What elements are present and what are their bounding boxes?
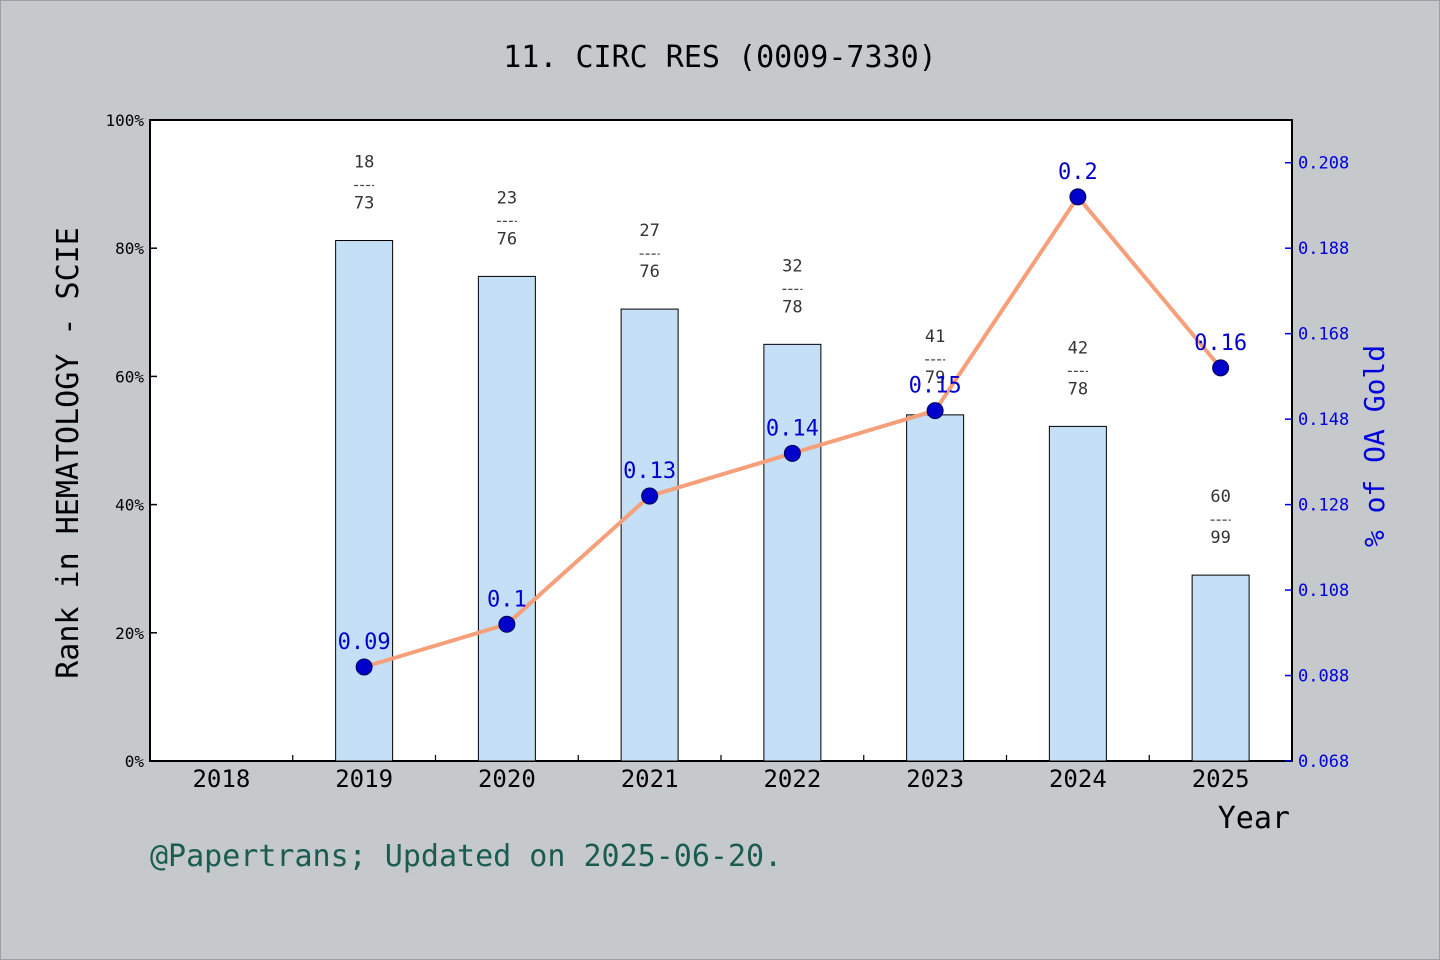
bar-label-total: 76 <box>639 262 659 282</box>
x-tick-label: 2020 <box>478 765 536 793</box>
x-tick-label: 2023 <box>906 765 964 793</box>
bar-label-total: 73 <box>354 194 374 214</box>
oa-point-2024 <box>1069 188 1087 206</box>
oa-value-label: 0.09 <box>338 630 391 655</box>
left-axis: 0% 20% 40% 60% 80% 100% <box>105 111 157 771</box>
oa-value-label: 0.15 <box>909 374 962 399</box>
oa-value-label: 0.13 <box>623 459 676 484</box>
x-tick-label: 2021 <box>621 765 679 793</box>
bar-label-rank: 23 <box>497 188 517 208</box>
oa-point-2025 <box>1212 359 1230 377</box>
bar-label-total: 79 <box>925 368 945 388</box>
oa-value-label: 0.16 <box>1194 331 1247 356</box>
bar-2023 <box>906 414 965 762</box>
bar-label-rank: 18 <box>354 153 374 173</box>
oa-value-label: 0.14 <box>766 416 819 441</box>
oa-gold-series: 0.09 0.1 0.13 0.14 0.15 0.2 0.16 <box>338 160 1247 676</box>
right-tick-label: 0.068 <box>1298 752 1349 772</box>
oa-line-segment <box>647 451 795 499</box>
bar-label-total: 78 <box>782 297 802 317</box>
oa-line-segment <box>504 494 652 627</box>
bar-labels: 18 73 23 76 27 76 32 78 41 79 42 78 60 99 <box>354 153 1231 549</box>
right-tick-label: 0.148 <box>1298 410 1349 430</box>
bar-2021 <box>620 308 679 762</box>
oa-point-2022 <box>783 444 801 462</box>
left-tick-label: 20% <box>115 624 144 643</box>
right-tick-label: 0.128 <box>1298 496 1349 516</box>
x-axis: 2018 2019 2020 2021 2022 2023 2024 2025 <box>192 755 1250 793</box>
left-tick-label: 40% <box>115 496 144 515</box>
bar-2020 <box>477 275 536 762</box>
bar-label-total: 76 <box>497 229 517 249</box>
right-tick-label: 0.108 <box>1298 581 1349 601</box>
oa-value-label: 0.2 <box>1058 160 1098 185</box>
oa-point-2020 <box>498 615 516 633</box>
x-tick-label: 2024 <box>1049 765 1107 793</box>
oa-value-label: 0.1 <box>487 587 527 612</box>
right-tick-label: 0.188 <box>1298 239 1349 259</box>
bar-label-total: 99 <box>1210 528 1230 548</box>
right-axis: 0.068 0.088 0.108 0.128 0.148 0.168 0.188 0.208 <box>1285 154 1349 772</box>
bar-label-rank: 41 <box>925 327 945 347</box>
bar-label-rank: 42 <box>1068 338 1088 358</box>
bar-2019 <box>335 240 394 762</box>
plot-area <box>149 119 1293 762</box>
x-tick-label: 2018 <box>192 765 250 793</box>
bar-label-total: 78 <box>1068 379 1088 399</box>
bar-series <box>335 240 1250 762</box>
bar-label-rank: 27 <box>639 221 659 241</box>
oa-line-segment <box>933 194 1080 413</box>
left-tick-label: 0% <box>125 752 145 771</box>
footer-credit: @Papertrans; Updated on 2025-06-20. <box>150 839 782 874</box>
x-tick-label: 2022 <box>763 765 821 793</box>
left-tick-label: 80% <box>115 239 144 258</box>
right-tick-label: 0.168 <box>1298 325 1349 345</box>
oa-line-segment <box>362 622 509 669</box>
bar-2022 <box>763 343 822 762</box>
x-axis-title: Year <box>1218 801 1290 836</box>
oa-point-2021 <box>641 487 659 505</box>
bar-label-rank: 60 <box>1210 487 1230 507</box>
x-tick-label: 2019 <box>335 765 393 793</box>
left-tick-label: 60% <box>115 367 144 386</box>
y-axis-title: Rank in HEMATOLOGY - SCIE <box>51 227 86 679</box>
x-tick-label: 2025 <box>1192 765 1250 793</box>
bar-2024 <box>1048 425 1107 762</box>
left-tick-label: 100% <box>105 111 144 130</box>
right-tick-label: 0.208 <box>1298 154 1349 174</box>
bar-label-rank: 32 <box>782 256 802 276</box>
bar-2025 <box>1191 574 1250 762</box>
y2-axis-title: % of OA Gold <box>1358 345 1391 547</box>
oa-point-2023 <box>926 402 944 420</box>
oa-point-2019 <box>355 658 373 676</box>
oa-line-segment <box>1075 194 1223 370</box>
chart-title: 11. CIRC RES (0009-7330) <box>503 40 936 75</box>
oa-line-segment <box>790 408 938 456</box>
right-tick-label: 0.088 <box>1298 667 1349 687</box>
